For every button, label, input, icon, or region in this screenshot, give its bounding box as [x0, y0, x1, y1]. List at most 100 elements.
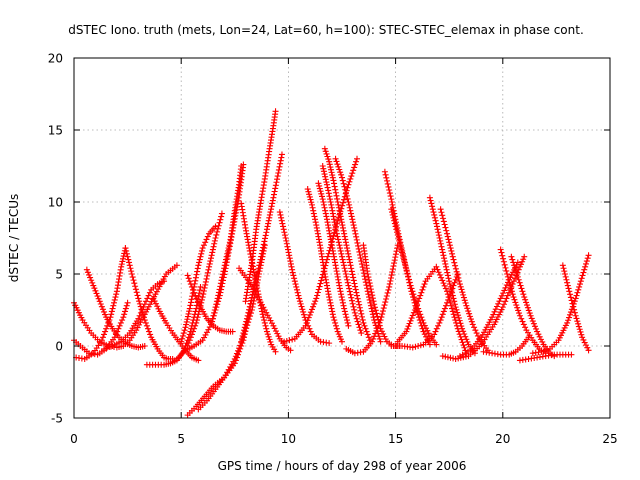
data-point: [578, 331, 585, 338]
data-point: [466, 310, 473, 317]
data-point: [391, 257, 398, 264]
data-point: [187, 302, 194, 309]
data-point: [502, 264, 509, 271]
data-point: [345, 250, 352, 257]
data-point: [326, 193, 333, 200]
data-point: [367, 286, 374, 293]
data-point: [379, 311, 386, 318]
data-point: [294, 289, 301, 296]
data-point: [333, 192, 340, 199]
data-point: [120, 314, 127, 321]
data-point: [332, 224, 339, 231]
data-point: [136, 298, 143, 305]
data-point: [334, 199, 341, 205]
data-point: [458, 336, 465, 343]
data-point: [340, 227, 347, 234]
data-point: [108, 311, 115, 318]
data-point: [362, 325, 369, 332]
data-point: [390, 214, 397, 221]
data-point: [276, 209, 283, 216]
data-point: [196, 308, 203, 315]
data-point: [352, 286, 359, 293]
data-point: [305, 188, 312, 195]
data-point: [339, 222, 346, 229]
data-point: [185, 275, 192, 282]
data-point: [198, 299, 205, 306]
data-point: [525, 307, 532, 314]
data-point: [342, 236, 349, 243]
y-tick-label: -5: [51, 412, 63, 426]
data-point: [343, 189, 350, 196]
x-tick-label: 25: [602, 432, 617, 446]
data-point: [506, 279, 513, 286]
data-point: [382, 171, 389, 178]
data-point: [412, 343, 419, 350]
data-point: [510, 278, 517, 285]
data-point: [456, 278, 463, 285]
data-point: [446, 278, 453, 285]
data-point: [455, 328, 462, 335]
data-point: [368, 289, 375, 296]
data-point: [457, 333, 464, 340]
data-point: [131, 280, 138, 287]
data-point: [253, 291, 260, 298]
data-point: [226, 242, 233, 249]
data-series: [508, 253, 558, 360]
data-point: [439, 246, 446, 253]
data-point: [340, 196, 347, 203]
data-point: [471, 324, 478, 331]
data-point: [208, 255, 215, 262]
data-point: [367, 283, 374, 290]
data-point: [189, 328, 196, 335]
data-point: [467, 313, 474, 320]
y-tick-label: 15: [48, 124, 63, 138]
data-point: [196, 305, 203, 312]
data-point: [347, 207, 354, 214]
data-point: [147, 331, 154, 338]
data-point: [404, 270, 411, 277]
data-point: [354, 155, 361, 162]
data-point: [338, 171, 345, 178]
data-point: [327, 299, 334, 306]
data-point: [313, 295, 320, 302]
data-point: [453, 319, 460, 326]
data-point: [342, 311, 349, 318]
data-point: [194, 268, 201, 275]
data-point: [187, 334, 194, 341]
data-point: [178, 338, 185, 345]
data-point: [315, 286, 322, 293]
data-point: [320, 165, 327, 172]
data-point: [211, 307, 218, 313]
data-point: [502, 298, 509, 305]
data-point: [441, 258, 448, 265]
data-point: [449, 250, 456, 257]
data-point: [322, 210, 329, 217]
data-point: [254, 284, 261, 291]
data-point: [403, 328, 410, 335]
data-point: [198, 250, 205, 257]
data-point: [406, 320, 413, 327]
data-point: [161, 278, 168, 285]
data-point: [122, 305, 129, 312]
data-point: [530, 320, 537, 327]
data-point: [343, 242, 350, 249]
data-point: [579, 334, 586, 341]
data-point: [507, 282, 514, 289]
data-point: [528, 315, 535, 322]
data-point: [120, 255, 127, 262]
data-point: [208, 318, 215, 325]
data-point: [336, 285, 343, 292]
data-point: [357, 251, 364, 258]
data-point: [454, 309, 461, 316]
data-point: [289, 266, 296, 273]
data-point: [222, 259, 229, 266]
data-point: [344, 279, 351, 286]
data-point: [242, 321, 249, 328]
data-point: [260, 244, 267, 251]
data-point: [321, 171, 328, 178]
data-point: [189, 286, 196, 293]
data-point: [571, 309, 578, 316]
data-point: [444, 230, 451, 237]
data-point: [311, 213, 318, 220]
data-point: [381, 168, 388, 175]
